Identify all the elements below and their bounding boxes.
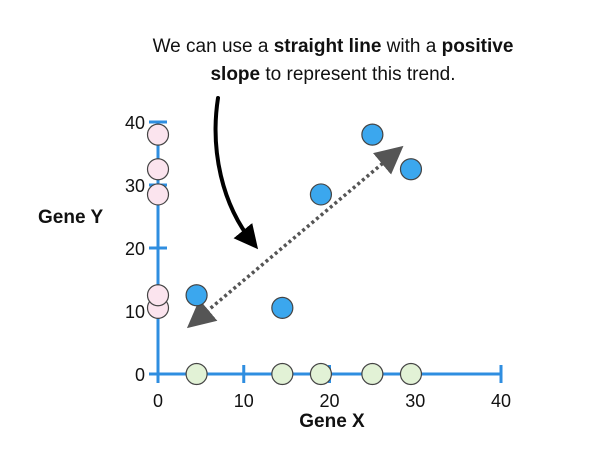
gene-y-projection-point [146,158,170,181]
y-tick-label: 0 [135,365,145,385]
paired-samples-point [185,284,208,307]
paired-samples-point [309,183,333,206]
annotation-segment: slope [210,64,260,85]
gene-y-projection-point [146,284,170,307]
annotation-segment: positive [442,36,514,57]
annotation-line-1: We can use a straight line with a positi… [153,36,514,57]
gene-y-projection-point [146,123,170,146]
gene-y-projection-point [146,183,170,206]
x-tick-label: 20 [319,391,339,411]
x-tick-label: 40 [491,391,511,411]
gene-x-projection-point [271,362,294,386]
trend-line [186,145,404,329]
annotation-line-2: slope to represent this trend. [210,64,455,85]
gene-x-projection-point [399,362,423,386]
gene-x-projection-point [361,362,384,386]
axes: 0 10 20 30 40 0 10 20 30 40 [125,113,511,411]
paired-samples-point [399,158,423,181]
x-tick-label: 10 [234,391,254,411]
gene-x-projection-point [309,362,333,386]
y-axis-title: Gene Y [38,207,103,228]
y-tick-label: 40 [125,113,145,133]
paired-samples-point [271,296,294,319]
annotation-segment: We can use a [153,36,274,57]
annotation-segment: straight line [274,36,382,57]
annotation-segment: with a [381,36,441,57]
y-tick-label: 10 [125,302,145,322]
annotation: We can use a straight line with a positi… [153,36,514,85]
trend-line-group [186,145,404,329]
x-tick-label: 30 [405,391,425,411]
x-tick-label: 0 [153,391,163,411]
paired-samples-point [361,123,384,146]
x-axis-title: Gene X [299,411,365,432]
data-points [146,123,423,386]
gene-x-projection-point [185,362,208,386]
annotation-segment: to represent this trend. [260,64,455,85]
y-tick-label: 20 [125,239,145,259]
annotation-pointer-arrow [213,96,259,250]
y-tick-label: 30 [125,176,145,196]
